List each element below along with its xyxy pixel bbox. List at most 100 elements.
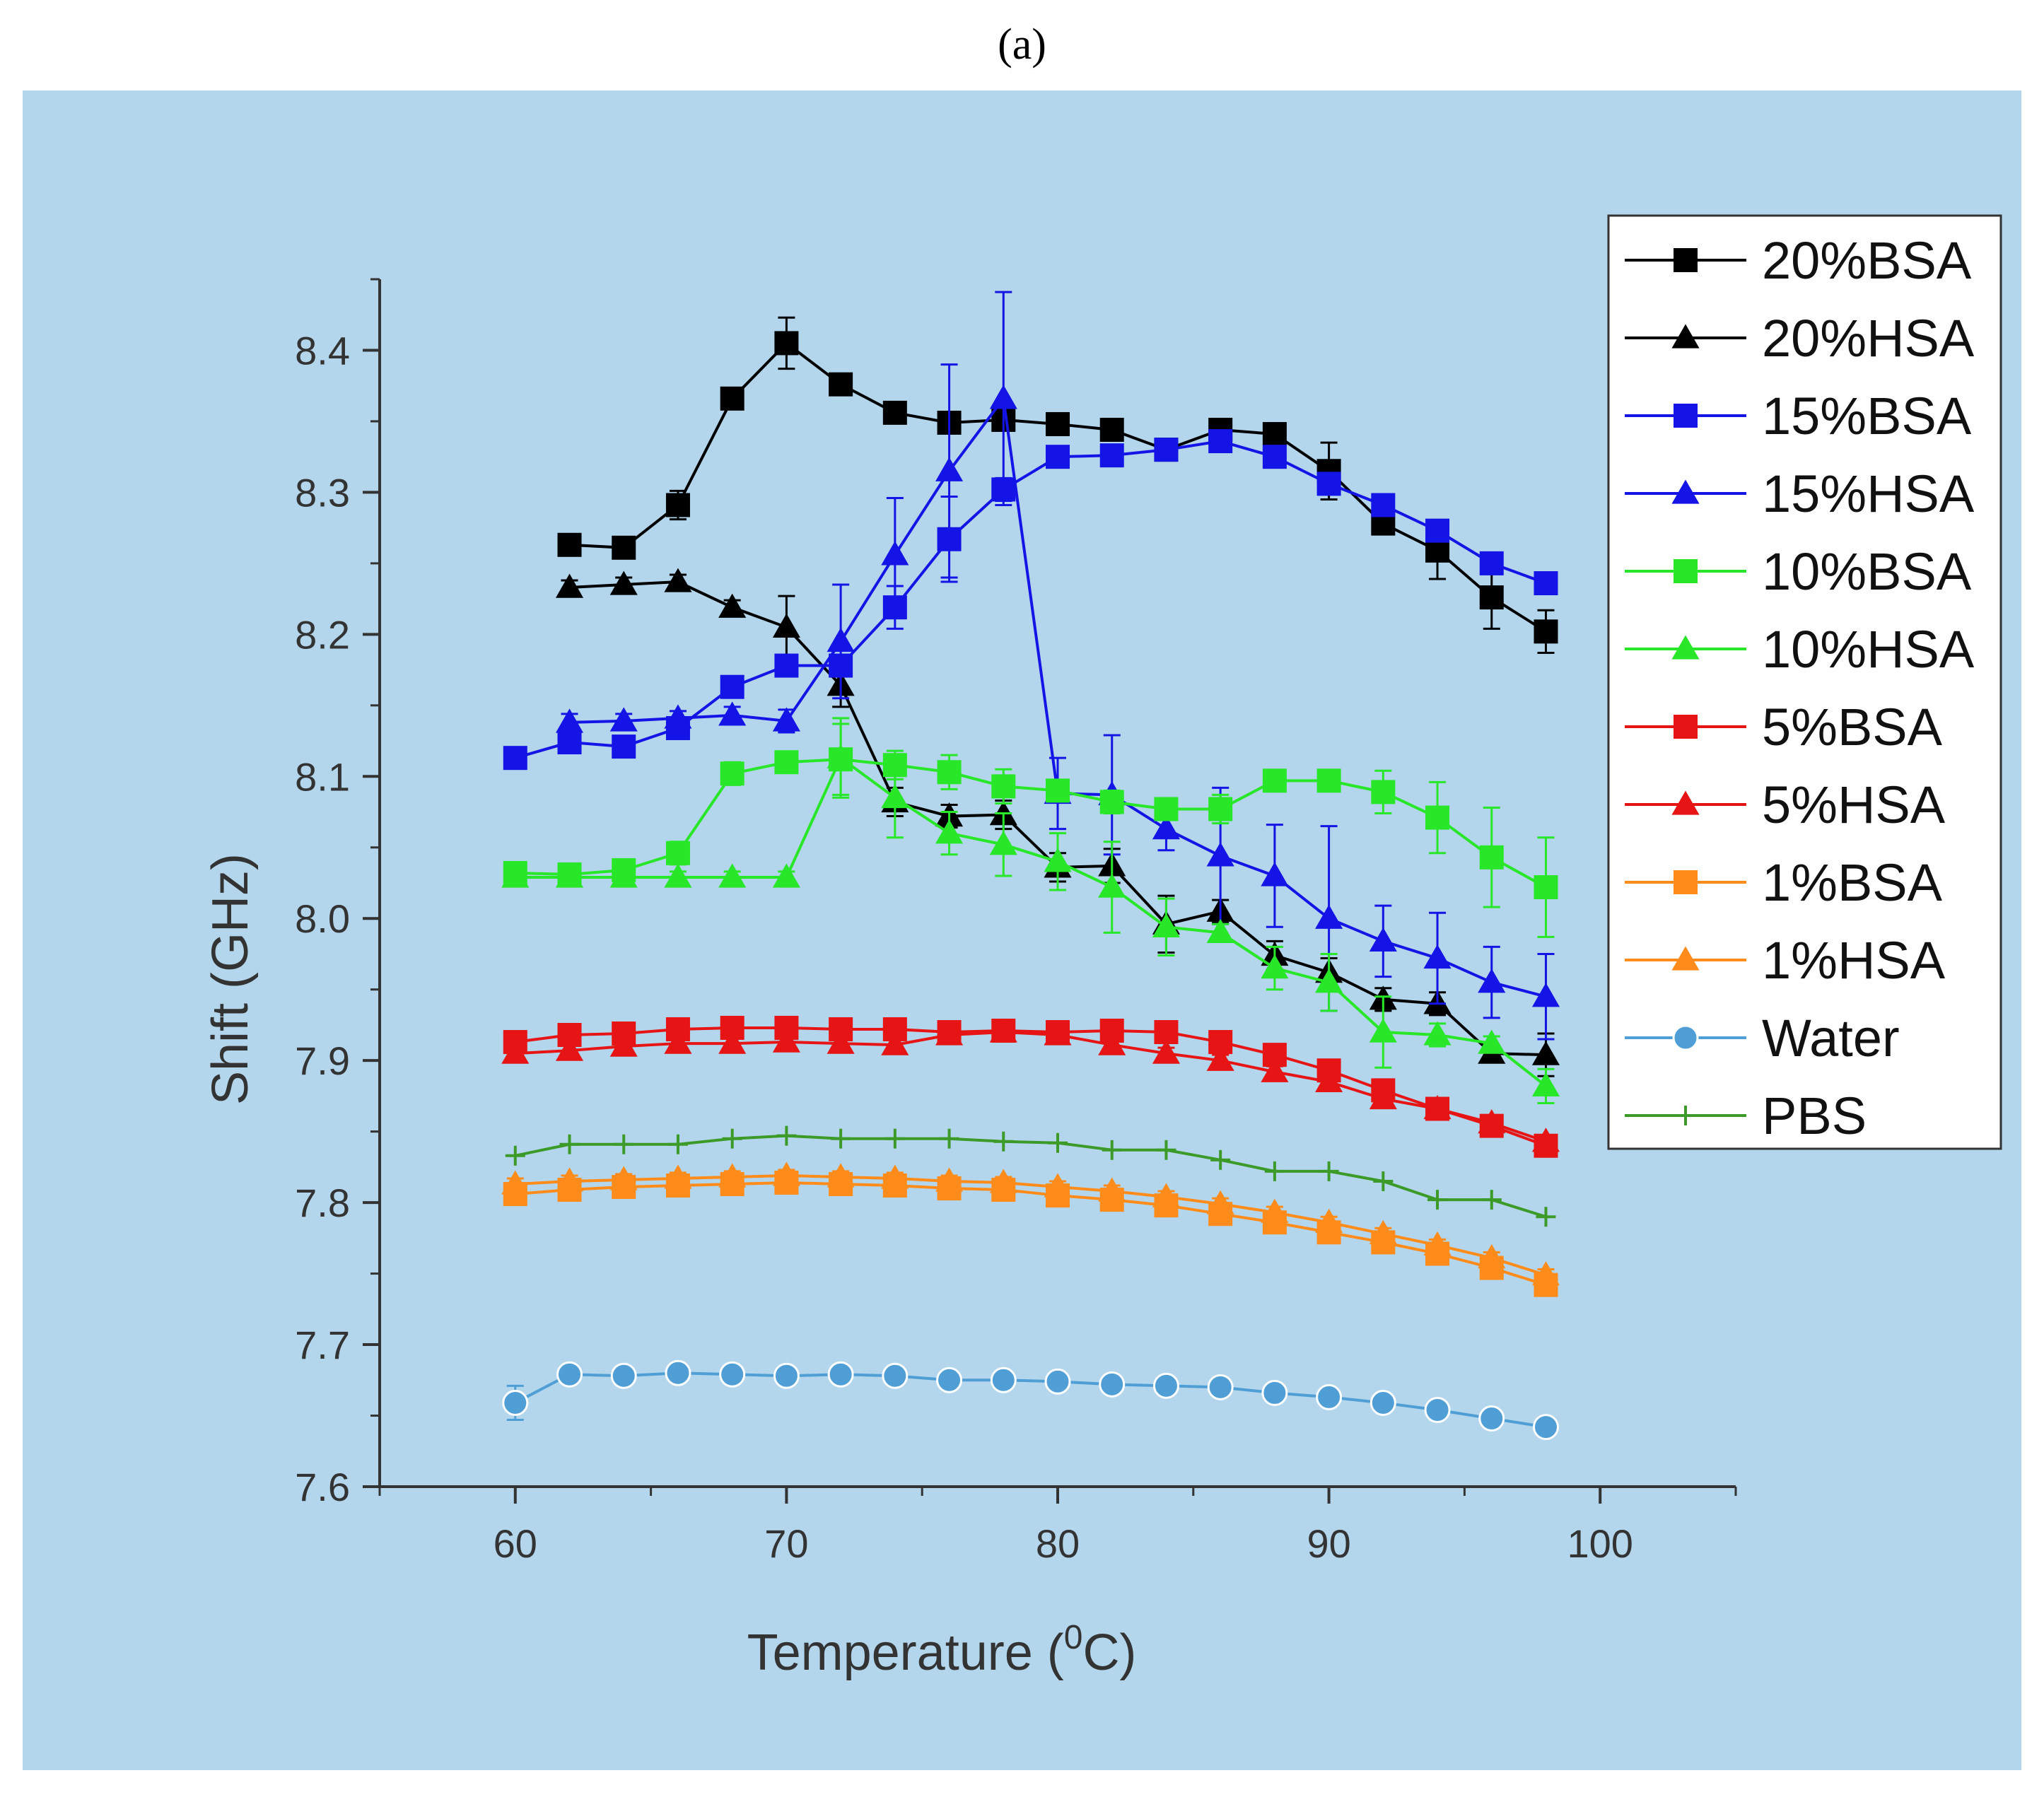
data-point-1pct-hsa: [555, 1167, 584, 1192]
data-point-5pct-hsa: [1369, 1084, 1397, 1110]
legend-marker: [1674, 715, 1698, 739]
y-tick-label: 8.2: [295, 612, 350, 657]
legend-item-5pct-bsa: 5%BSA: [1625, 698, 1943, 756]
data-point-10pct-hsa: [718, 863, 747, 888]
data-point-10pct-hsa: [935, 819, 964, 844]
y-tick-label: 7.7: [295, 1323, 350, 1367]
data-point-1pct-hsa: [718, 1163, 747, 1188]
y-tick-label: 8.4: [295, 328, 350, 373]
y-tick-label: 8.0: [295, 896, 350, 941]
data-point-15pct-bsa: [557, 730, 582, 755]
data-point-5pct-hsa: [718, 1029, 747, 1054]
data-point-15pct-hsa: [1423, 944, 1452, 969]
data-point-water: [1152, 1372, 1179, 1399]
x-tick-label: 80: [1036, 1521, 1080, 1566]
legend-item-water: Water: [1625, 1009, 1900, 1067]
data-point-pbs: [722, 1128, 742, 1149]
data-point-20pct-hsa: [1531, 1041, 1560, 1065]
legend-marker: [1671, 790, 1700, 815]
legend-item-10pct-hsa: 10%HSA: [1625, 620, 1975, 679]
data-point-15pct-hsa: [772, 707, 800, 732]
data-point-1pct-hsa: [1098, 1177, 1126, 1202]
data-point-15pct-hsa: [935, 457, 964, 481]
data-point-water: [773, 1362, 800, 1389]
data-point-5pct-hsa: [1261, 1058, 1289, 1082]
data-point-pbs: [1481, 1190, 1502, 1210]
data-point-1pct-hsa: [989, 1169, 1017, 1193]
data-point-5pct-hsa: [664, 1029, 692, 1054]
data-point-10pct-hsa: [881, 783, 909, 809]
data-point-water: [665, 1359, 691, 1386]
data-point-pbs: [993, 1131, 1014, 1152]
data-point-10pct-bsa: [1479, 845, 1504, 870]
series-10pct-bsa: [503, 722, 1558, 938]
data-point-5pct-hsa: [501, 1039, 530, 1064]
data-point-20pct-bsa: [665, 493, 690, 517]
data-point-water: [502, 1389, 529, 1416]
data-point-5pct-hsa: [555, 1036, 584, 1061]
data-point-water: [1099, 1371, 1126, 1398]
data-point-20pct-hsa: [718, 593, 747, 618]
data-point-1pct-hsa: [881, 1164, 909, 1189]
data-point-pbs: [1536, 1207, 1556, 1227]
data-point-1pct-hsa: [664, 1164, 692, 1189]
x-axis-label-main: Temperature (: [747, 1625, 1064, 1681]
data-point-water: [1207, 1374, 1234, 1400]
data-point-10pct-hsa: [555, 863, 584, 888]
data-point-15pct-bsa: [1534, 571, 1558, 596]
data-point-15pct-bsa: [612, 734, 636, 759]
legend-item-15pct-hsa: 15%HSA: [1625, 464, 1975, 523]
x-tick-label: 60: [494, 1521, 537, 1566]
data-point-10pct-bsa: [991, 774, 1016, 799]
legend-marker: [1671, 479, 1700, 504]
series-5pct-hsa: [501, 1018, 1560, 1152]
data-point-pbs: [1427, 1190, 1448, 1210]
data-point-water: [882, 1362, 909, 1389]
data-point-20pct-bsa: [1262, 422, 1287, 447]
data-point-15pct-hsa: [1531, 983, 1560, 1007]
data-point-20pct-bsa: [720, 386, 744, 411]
data-point-10pct-bsa: [1099, 790, 1124, 814]
data-point-10pct-hsa: [1098, 873, 1126, 898]
data-point-15pct-hsa: [718, 701, 747, 726]
data-point-15pct-bsa: [1479, 551, 1504, 575]
legend-marker: [1671, 635, 1700, 660]
data-point-5pct-hsa: [1478, 1109, 1506, 1134]
legend-label: 1%HSA: [1762, 931, 1946, 990]
data-point-10pct-hsa: [609, 863, 638, 888]
series-pbs: [505, 1125, 1556, 1227]
data-point-10pct-hsa: [1423, 1021, 1452, 1046]
legend-label: 10%HSA: [1762, 620, 1975, 679]
x-axis-label-superscript: 0: [1064, 1619, 1083, 1656]
data-point-1pct-hsa: [827, 1163, 855, 1188]
data-point-10pct-bsa: [720, 761, 744, 786]
data-point-15pct-bsa: [1425, 518, 1450, 543]
data-point-15pct-hsa: [1206, 842, 1234, 867]
y-tick-label: 8.1: [295, 754, 350, 799]
y-axis-label: Shift (GHz): [202, 853, 259, 1105]
y-tick-label: 7.6: [295, 1465, 350, 1509]
data-point-pbs: [505, 1145, 525, 1166]
data-point-1pct-hsa: [1044, 1173, 1072, 1198]
data-point-1pct-hsa: [1315, 1208, 1343, 1233]
data-point-pbs: [1102, 1140, 1122, 1160]
data-point-10pct-hsa: [1369, 1018, 1397, 1043]
data-point-15pct-hsa: [1152, 815, 1180, 840]
data-point-pbs: [831, 1128, 851, 1149]
data-point-20pct-bsa: [1479, 585, 1504, 610]
data-point-20pct-bsa: [557, 532, 582, 557]
legend-label: 5%HSA: [1762, 775, 1946, 834]
legend-label: 20%BSA: [1762, 231, 1972, 290]
data-point-20pct-hsa: [555, 573, 584, 598]
data-point-15pct-bsa: [774, 653, 799, 678]
data-point-15pct-bsa: [1371, 493, 1396, 517]
legend-marker: [1672, 1024, 1699, 1051]
data-point-15pct-hsa: [827, 627, 855, 652]
data-point-pbs: [614, 1134, 634, 1154]
data-point-5pct-hsa: [772, 1028, 800, 1053]
legend-label: 15%BSA: [1762, 387, 1972, 445]
data-point-20pct-bsa: [1099, 417, 1124, 442]
data-point-20pct-bsa: [612, 535, 636, 560]
data-point-water: [1478, 1405, 1505, 1432]
data-point-water: [936, 1366, 963, 1393]
